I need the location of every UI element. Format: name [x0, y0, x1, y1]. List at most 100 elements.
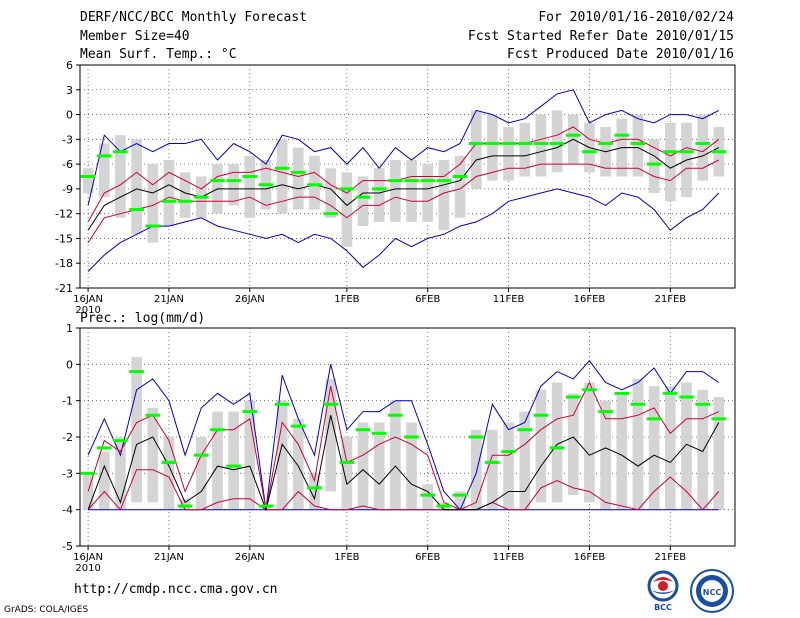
- x-tick-label: 21FEB: [654, 552, 686, 563]
- box-bar: [357, 422, 369, 510]
- box-bar: [373, 168, 385, 222]
- box-bar: [422, 164, 434, 222]
- series-line-median: [87, 138, 720, 231]
- box-bar: [487, 429, 498, 510]
- box-bar: [406, 422, 417, 510]
- ncc-logo-icon: NCC: [690, 569, 734, 613]
- box-bar: [551, 382, 563, 503]
- box-bar: [309, 155, 320, 210]
- plot-frame: [79, 64, 736, 289]
- box-bar: [454, 155, 466, 218]
- x-tick-label: 26JAN: [235, 552, 265, 563]
- box-bar: [115, 437, 126, 510]
- box-bar: [584, 382, 595, 503]
- y-tick-label: -4: [62, 504, 73, 517]
- series-line-median: [87, 415, 720, 512]
- y-tick-label: -18: [55, 257, 73, 270]
- box-bar: [713, 397, 725, 510]
- x-tick-label: 21JAN: [154, 552, 184, 563]
- box-bar: [567, 393, 579, 496]
- y-tick-label: 0: [66, 109, 73, 122]
- box-bar: [292, 418, 304, 510]
- box-bar: [309, 473, 320, 510]
- x-tick-label: 6FEB: [415, 552, 440, 563]
- box-bar: [212, 411, 223, 510]
- grads-credit: GrADS: COLA/IGES: [4, 605, 89, 615]
- box-bar: [519, 411, 531, 510]
- member-size: Member Size=40: [80, 29, 190, 44]
- box-bar: [600, 400, 611, 510]
- box-bar: [632, 114, 644, 177]
- box-bar: [276, 139, 288, 214]
- box-bar: [390, 159, 401, 222]
- x-tick-label: 1FEB: [334, 294, 359, 305]
- box-bar: [551, 110, 563, 173]
- x-tick-label: 21FEB: [654, 294, 686, 305]
- box-bar: [82, 168, 94, 194]
- box-bar: [616, 393, 628, 510]
- box-bar: [131, 139, 142, 235]
- temperature-panel: -21 -18 -15 -12 -9 -6 -3 0 3 6 16JAN 21JAN 26JAN 1FEB…: [55, 59, 736, 316]
- series-line-q3: [87, 381, 720, 511]
- box-bar: [179, 498, 191, 510]
- box-bar: [697, 114, 708, 181]
- box-bar: [519, 122, 531, 177]
- x-tick-label: 16FEB: [574, 552, 606, 563]
- box-bar: [470, 110, 482, 189]
- box-bar: [664, 122, 676, 202]
- y-tick-label: -9: [62, 183, 73, 196]
- box-bar: [664, 386, 676, 510]
- x-year-label: 2010: [75, 563, 100, 574]
- box-bar: [228, 164, 239, 206]
- y-tick-label: 6: [66, 59, 73, 72]
- x-tick-label: 11FEB: [493, 294, 525, 305]
- x-tick-label: 21JAN: [154, 294, 184, 305]
- box-bar: [422, 484, 434, 510]
- box-bar: [681, 382, 692, 510]
- box-bar: [341, 437, 353, 510]
- produced-date: Fcst Produced Date 2010/01/16: [507, 47, 734, 62]
- box-bar: [648, 386, 660, 510]
- box-bar: [341, 172, 353, 247]
- box-bar: [406, 159, 417, 222]
- box-bar: [325, 168, 337, 218]
- series-line-q1: [87, 159, 720, 243]
- series-line-q1: [87, 469, 720, 511]
- y-tick-label: -12: [55, 208, 73, 221]
- box-bar: [470, 429, 482, 510]
- x-tick-label: 6FEB: [415, 294, 440, 305]
- y-tick-label: -6: [62, 158, 73, 171]
- source-url[interactable]: http://cmdp.ncc.cma.gov.cn: [74, 582, 278, 597]
- box-bar: [632, 378, 644, 510]
- box-bar: [503, 422, 514, 510]
- box-bar: [292, 147, 304, 210]
- y-tick-label: -21: [55, 282, 73, 295]
- forecast-period: For 2010/01/16-2010/02/24: [538, 10, 734, 25]
- y-tick-label: 1: [66, 322, 73, 335]
- y-tick-label: -5: [62, 540, 73, 553]
- ncc-logo-label: NCC: [703, 588, 722, 597]
- box-bar: [503, 126, 514, 181]
- box-bar: [535, 114, 547, 177]
- x-tick-label: 16FEB: [574, 294, 606, 305]
- series-line-q3: [87, 126, 720, 223]
- box-bar: [115, 135, 126, 218]
- x-tick-label: 16JAN: [73, 552, 103, 563]
- box-bar: [228, 411, 239, 510]
- x-tick-label: 1FEB: [334, 552, 359, 563]
- y-tick-label: 0: [66, 358, 73, 371]
- y-tick-label: -1: [62, 395, 73, 408]
- y-tick-label: -2: [62, 431, 73, 444]
- box-bar: [487, 114, 498, 181]
- box-bar: [98, 143, 110, 198]
- box-bar: [648, 139, 660, 194]
- y-tick-label: -3: [62, 133, 73, 146]
- series-line-max: [87, 188, 720, 272]
- box-bar: [325, 378, 337, 492]
- bcc-logo-icon: BCC: [647, 570, 679, 612]
- x-tick-label: 26JAN: [235, 294, 265, 305]
- box-bar: [373, 422, 385, 510]
- y-tick-label: 3: [66, 84, 73, 97]
